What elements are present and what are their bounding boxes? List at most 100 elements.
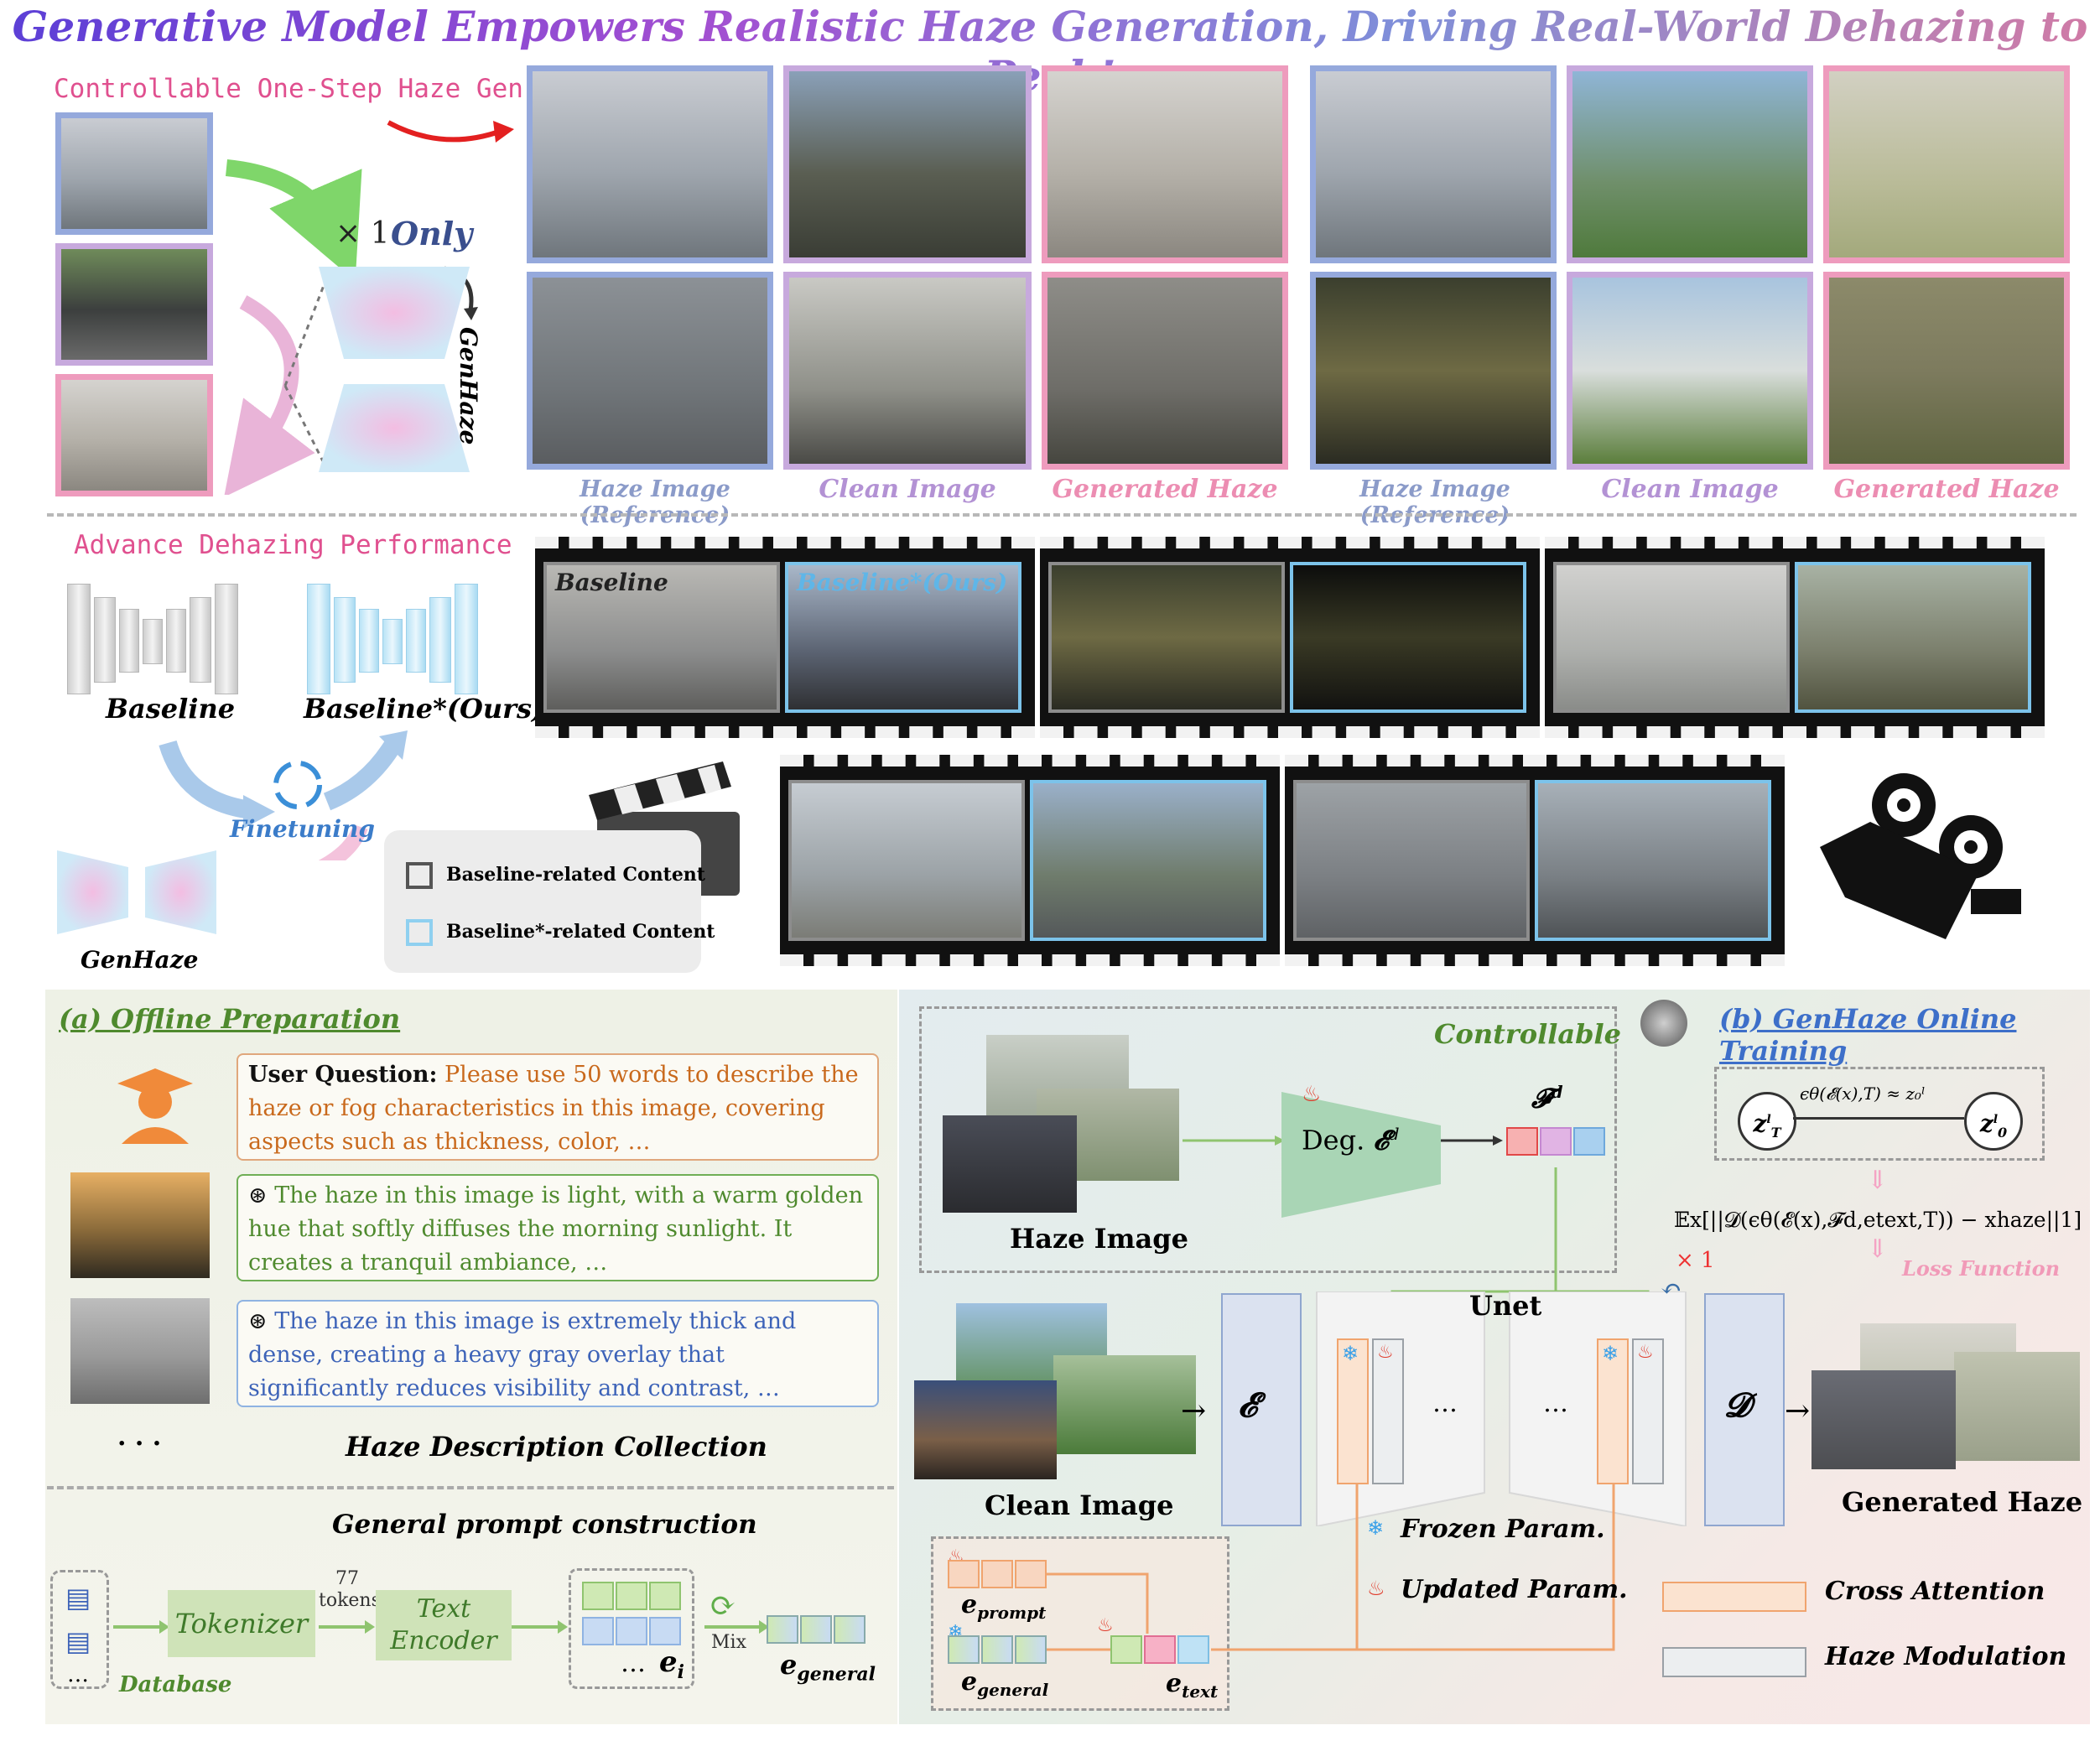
photo-hillbuilding-generated [1823,272,2070,470]
times-one-red: × 1 [1676,1248,1715,1273]
output-image-2 [1954,1352,2080,1461]
cross-attention-label: Cross Attention [1825,1577,2045,1606]
user-question-label: User Question: [248,1062,438,1088]
caption-haze-reference-2: Haze Image (Reference) [1359,476,1510,528]
answer-dense-text: The haze in this image is extremely thic… [248,1308,797,1401]
cross-attn-block-1 [1337,1338,1369,1484]
e-general-online-label: egeneral [961,1667,1049,1700]
e-text-label: etext [1166,1669,1219,1702]
emblem-icon [1640,1000,1687,1047]
latent-box [1714,1067,2045,1161]
general-emb-cell [948,1635,980,1664]
film-label-baseline: Baseline [555,569,668,596]
general-cell [767,1615,798,1644]
degradation-encoder-shape [1281,1092,1441,1218]
sample-golden-haze-image [70,1172,210,1278]
embed-cell [616,1582,647,1610]
generated-haze-label: Generated Haze [1842,1486,2083,1518]
mix-label: Mix [711,1632,746,1653]
tokenizer-box: Tokenizer [168,1590,315,1657]
legend-label-baseline: Baseline-related Content [446,864,705,886]
unet-dots-2: … [1543,1389,1568,1418]
user-question-text: Please use 50 words to describe the haze… [248,1062,859,1155]
embed-cell [582,1582,614,1610]
photo-building-generated [1823,65,2070,263]
film-strip-traffic [780,755,1280,966]
film-strip-night [1040,537,1540,738]
fire-icon-text: ♨ [1097,1615,1114,1636]
more-ellipsis: · · · [117,1429,162,1458]
prompt-flow-arrows [113,1620,769,1634]
legend-swatch-baseline [406,862,433,889]
answer-light-text: The haze in this image is light, with a … [248,1182,863,1276]
decoder-block [1704,1293,1785,1526]
fd-cell-blue [1573,1127,1605,1156]
tokens-count: 77 [335,1568,359,1589]
degradation-encoder-label: Deg. 𝓔d [1302,1124,1400,1156]
output-image-3 [1812,1370,1956,1469]
text-embedding-box [931,1536,1229,1711]
answer-dense-box: ⊛ The haze in this image is extremely th… [237,1300,879,1407]
pink-down-arrow-2: ⇓ [1867,1234,1889,1264]
e-prompt-label: eprompt [961,1590,1047,1623]
genhaze-vertical-label: GenHaze [455,327,482,445]
photo-castle-clean [783,65,1032,263]
caption-clean-1: Clean Image [819,475,996,504]
general-cell [800,1615,832,1644]
fd-cell-red [1506,1127,1538,1156]
text-embedding-connectors [1047,1484,1615,1651]
haze-mod-block-1 [1372,1338,1404,1484]
fd-cell-purple [1540,1127,1572,1156]
online-title: (b) GenHaze Online Training [1719,1003,2017,1067]
haze-image-label: Haze Image [1010,1223,1188,1255]
baseline-label: Baseline [106,693,236,725]
film-strip-highway [1545,537,2045,738]
updated-legend-label: Updated Param. [1401,1575,1628,1604]
text-encoder-line2: Encoder [390,1626,497,1655]
haze-modulation-swatch [1662,1647,1806,1677]
general-cell [834,1615,865,1644]
mix-icon: ⟳ [710,1587,736,1624]
haze-modulation-label: Haze Modulation [1825,1642,2067,1671]
z-0-node: zl0 [1964,1092,2023,1151]
general-emb-cell [1015,1635,1047,1664]
e-i-label: ei [659,1645,684,1683]
tokens-label: tokens [319,1590,381,1611]
loss-function-label: Loss Function [1902,1256,2061,1281]
pink-down-arrow-1: ⇓ [1867,1166,1889,1195]
user-avatar-icon [117,1068,193,1144]
genhaze-small-label: GenHaze [81,946,199,974]
divider-top [47,513,2077,517]
doc-icon-2: ▤ [65,1625,91,1657]
legend-label-baseline-ours: Baseline*-related Content [446,921,715,943]
red-arrow-icon [387,120,514,143]
thumb-city-haze [55,112,213,235]
fd-label: 𝓕d [1531,1082,1563,1115]
baseline-ours-label: Baseline*(Ours) [304,693,545,725]
clean-input-image-2 [1053,1355,1196,1454]
sample-gray-haze-image [70,1298,210,1404]
photo-highway-haze [527,65,773,263]
photo-night-haze [1310,272,1557,470]
loss-formula: 𝔼x[||𝓓(ϵθ(𝓔(x),𝓕d,etext,T)) − xhaze||1] [1674,1208,2082,1232]
prompt-cell [1015,1560,1047,1588]
finetuning-arrows [159,730,408,860]
z-arrow-line [1793,1117,1964,1120]
unet-label: Unet [1469,1290,1542,1322]
clean-input-image-3 [914,1380,1057,1479]
controllable-label: Controllable [1434,1018,1621,1050]
prompt-cell [948,1560,980,1588]
encoder-block [1221,1293,1302,1526]
frozen-legend-label: Frozen Param. [1401,1515,1605,1544]
photo-hillbuilding-clean [1567,272,1813,470]
genhaze-flow-arrows [224,159,478,495]
text-encoder-box: Text Encoder [376,1590,512,1660]
token-embeddings-box [569,1568,694,1689]
photo-people-haze [527,272,773,470]
text-encoder-line1: Text [416,1594,471,1624]
film-strip-city: Baseline Baseline*(Ours) [535,537,1035,738]
fire-icon-deg: ♨ [1302,1082,1322,1107]
fire-icon-2: ♨ [1637,1342,1654,1363]
clean-to-encoder-arrow: → [1181,1394,1207,1428]
clean-image-label: Clean Image [985,1489,1174,1521]
